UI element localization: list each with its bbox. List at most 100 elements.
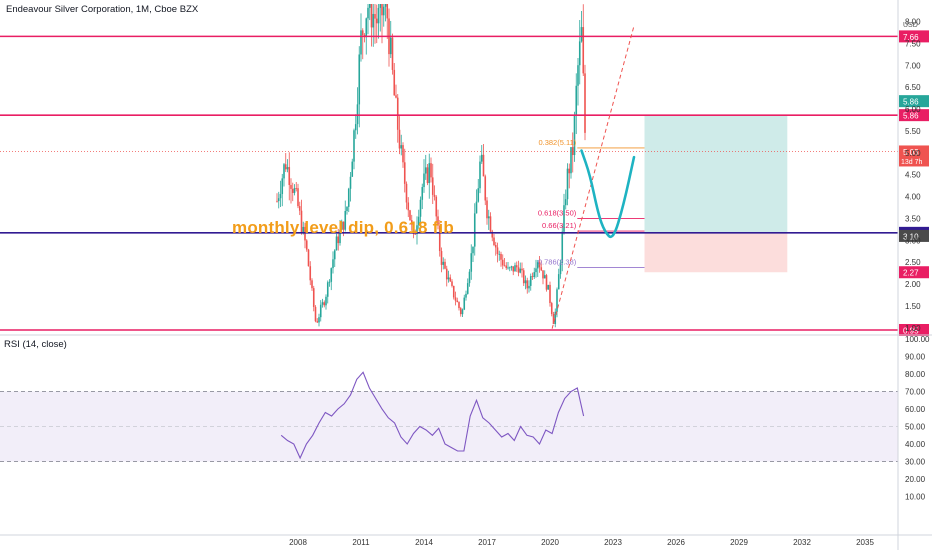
candle-body bbox=[416, 225, 418, 235]
price-label: 3.10 bbox=[903, 232, 919, 241]
candle-body bbox=[354, 124, 357, 131]
candle-body bbox=[332, 259, 334, 269]
candle-body bbox=[396, 97, 399, 130]
candle-body bbox=[540, 267, 543, 271]
candle-body bbox=[507, 267, 509, 269]
candle-body bbox=[503, 265, 506, 267]
price-label: 5.03 bbox=[903, 148, 919, 157]
price-tick-label: 3.50 bbox=[905, 214, 921, 223]
fib-label: 0.382(5.11) bbox=[538, 138, 576, 147]
price-tick-label: 5.50 bbox=[905, 127, 921, 136]
candle-body bbox=[307, 249, 310, 267]
candle-body bbox=[372, 13, 375, 28]
candle-body bbox=[482, 154, 485, 177]
candle-body bbox=[283, 164, 285, 179]
candle-body bbox=[484, 176, 487, 201]
candle-body bbox=[323, 302, 326, 306]
candle-body bbox=[475, 201, 478, 214]
currency-label: USD bbox=[903, 22, 918, 29]
candle-body bbox=[402, 145, 404, 163]
price-tick-label: 3.00 bbox=[905, 236, 921, 245]
candle-body bbox=[339, 229, 341, 244]
candle-body bbox=[514, 265, 516, 272]
rsi-title: RSI (14, close) bbox=[4, 339, 67, 350]
candle-body bbox=[517, 267, 520, 273]
candle-body bbox=[410, 220, 413, 225]
candle-body bbox=[582, 27, 585, 74]
candle-body bbox=[421, 187, 424, 200]
level-label-bg bbox=[899, 324, 929, 336]
candle-body bbox=[346, 206, 348, 211]
rsi-series-line bbox=[280, 371, 585, 460]
candle-body bbox=[580, 27, 583, 42]
candle-body bbox=[284, 164, 287, 170]
rsi-tick-label: 20.00 bbox=[905, 475, 926, 484]
candle-body bbox=[543, 275, 546, 279]
candle-body bbox=[393, 69, 396, 96]
candles bbox=[276, 4, 586, 328]
candle-body bbox=[290, 185, 292, 189]
candle-body bbox=[564, 199, 567, 206]
candle-body bbox=[447, 277, 450, 280]
candle-body bbox=[428, 163, 431, 184]
candle-body bbox=[575, 85, 578, 116]
candle-body bbox=[561, 231, 564, 263]
candle-body bbox=[353, 130, 355, 162]
candle-body bbox=[498, 253, 501, 255]
stop-zone bbox=[644, 232, 788, 273]
level-label: 7.66 bbox=[903, 33, 919, 42]
candle-body bbox=[365, 18, 368, 38]
candle-body bbox=[318, 317, 320, 323]
level-label-bg bbox=[899, 109, 929, 122]
candle-body bbox=[431, 177, 434, 195]
candle-body bbox=[351, 161, 354, 177]
candle-body bbox=[438, 225, 441, 252]
candle-body bbox=[522, 270, 525, 284]
candle-body bbox=[557, 274, 560, 290]
candle-body bbox=[445, 268, 448, 280]
candle-body bbox=[384, 4, 387, 7]
candle-body bbox=[368, 4, 371, 8]
candle-body bbox=[395, 95, 397, 98]
rsi-band bbox=[0, 391, 898, 462]
candle-body bbox=[360, 30, 362, 55]
price-tick-label: 1.00 bbox=[905, 324, 921, 333]
candle-body bbox=[293, 188, 296, 193]
time-tick-label: 2011 bbox=[352, 538, 370, 547]
candle-body bbox=[333, 250, 336, 260]
candle-body bbox=[442, 261, 445, 265]
candle-body bbox=[563, 205, 565, 232]
candle-body bbox=[508, 267, 511, 269]
candle-body bbox=[409, 210, 411, 221]
candle-body bbox=[440, 251, 443, 265]
candle-body bbox=[449, 277, 452, 282]
candle-body bbox=[519, 268, 522, 273]
price-tick-label: 1.50 bbox=[905, 302, 921, 311]
target-zone bbox=[644, 115, 788, 233]
candle-body bbox=[533, 272, 536, 277]
price-label-bg bbox=[899, 145, 929, 167]
rsi-tick-label: 30.00 bbox=[905, 458, 926, 467]
candle-body bbox=[454, 297, 457, 301]
candle-body bbox=[347, 188, 350, 207]
candle-body bbox=[398, 129, 401, 149]
price-tick-label: 7.00 bbox=[905, 61, 921, 70]
candle-body bbox=[578, 41, 581, 66]
candle-body bbox=[426, 167, 429, 184]
candle-body bbox=[386, 4, 389, 19]
candle-body bbox=[512, 266, 515, 272]
candle-body bbox=[412, 224, 415, 234]
candle-body bbox=[286, 167, 289, 170]
candle-body bbox=[433, 194, 436, 197]
candle-body bbox=[480, 154, 483, 162]
candle-body bbox=[400, 145, 403, 149]
candle-body bbox=[463, 297, 466, 310]
candle-body bbox=[573, 115, 576, 156]
candle-body bbox=[477, 188, 480, 202]
candle-body bbox=[312, 288, 315, 307]
candle-body bbox=[325, 296, 327, 306]
candle-body bbox=[291, 188, 294, 193]
price-tick-label: 6.50 bbox=[905, 83, 921, 92]
candle-body bbox=[552, 313, 555, 325]
candle-body bbox=[524, 280, 527, 284]
